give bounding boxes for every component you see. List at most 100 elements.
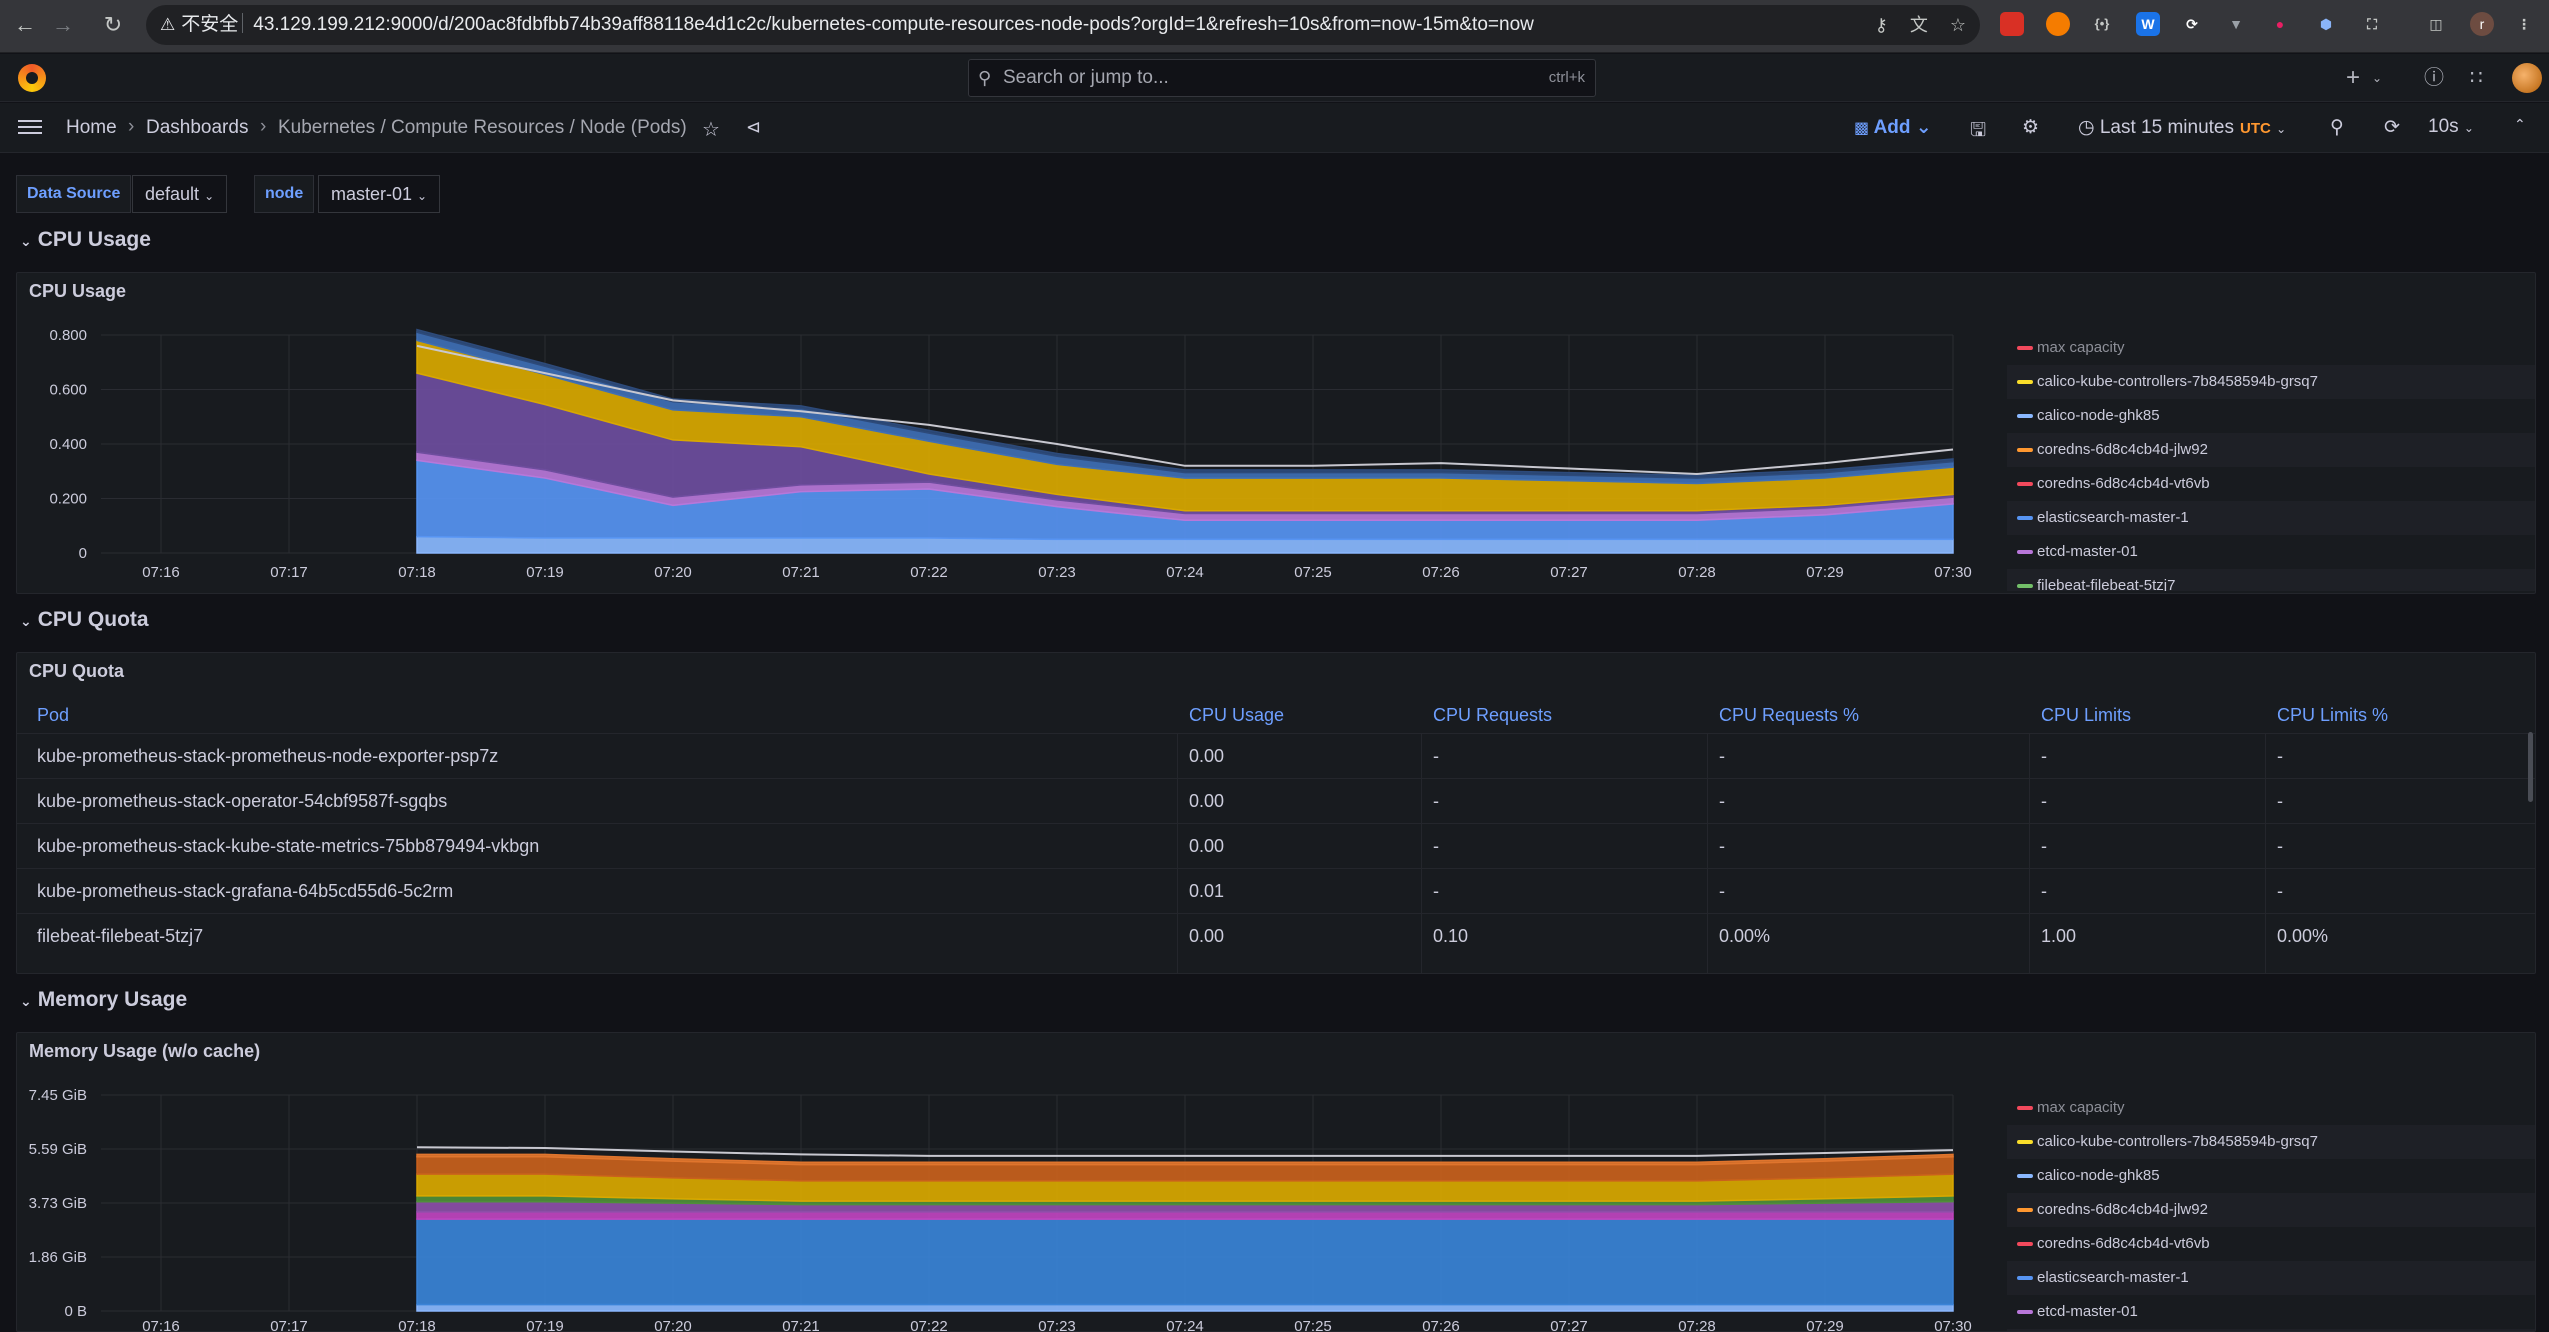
chevron-down-icon[interactable]: ⌄ [2372, 71, 2383, 85]
legend-item[interactable]: filebeat-filebeat-5tzj7 [2007, 569, 2535, 591]
extensions-icon[interactable]: ⛶ [2367, 16, 2377, 32]
legend-item[interactable]: coredns-6d8c4cb4d-jlw92 [2007, 433, 2535, 467]
legend-item[interactable]: calico-node-ghk85 [2007, 399, 2535, 433]
star-icon[interactable]: ☆ [702, 119, 720, 141]
table-cell: - [1719, 791, 1725, 811]
menu-toggle-icon[interactable] [18, 116, 42, 136]
x-tick-label: 07:27 [1550, 564, 1588, 581]
column-header[interactable]: CPU Usage [1189, 705, 1285, 725]
search-input[interactable]: ⚲ Search or jump to... ctrl+k [968, 59, 1596, 97]
chevron-down-icon: ⌄ [20, 993, 32, 1009]
sidebar-icon[interactable]: ◫ [2429, 16, 2443, 32]
legend-swatch [2017, 1174, 2033, 1178]
extension-red-icon[interactable] [2000, 12, 2024, 36]
breadcrumb-home[interactable]: Home [66, 117, 117, 138]
table-cell: - [1719, 746, 1725, 766]
x-tick-label: 07:27 [1550, 1318, 1588, 1332]
grafana-logo-icon[interactable] [18, 64, 46, 92]
grafana-topbar: ⚲ Search or jump to... ctrl+k + ⌄ ⓘ ∷ [0, 54, 2549, 102]
extension-sync-icon[interactable]: ⟳ [2186, 16, 2198, 32]
legend-item[interactable]: max capacity [2007, 331, 2535, 365]
help-icon[interactable]: ⓘ [2424, 67, 2444, 89]
row-cpu-usage[interactable]: ⌄ CPU Usage [20, 228, 151, 252]
news-icon[interactable]: ∷ [2470, 67, 2483, 89]
legend-item[interactable]: calico-kube-controllers-7b8458594b-grsq7 [2007, 365, 2535, 399]
series-area [416, 1218, 1954, 1306]
legend-item[interactable]: etcd-master-01 [2007, 1295, 2535, 1329]
column-header[interactable]: CPU Requests [1433, 705, 1553, 725]
legend-item[interactable]: calico-node-ghk85 [2007, 1159, 2535, 1193]
column-header[interactable]: Pod [37, 705, 70, 725]
x-tick-label: 07:17 [270, 1318, 308, 1332]
y-tick-label: 0.400 [49, 436, 87, 453]
legend-item[interactable]: max capacity [2007, 1091, 2535, 1125]
star-icon[interactable]: ☆ [1949, 15, 1966, 35]
table-cell: - [1433, 836, 1439, 856]
add-button[interactable]: ▩ Add ⌄ [1854, 117, 1932, 138]
legend-item[interactable]: coredns-6d8c4cb4d-jlw92 [2007, 1193, 2535, 1227]
legend-item[interactable]: elasticsearch-master-1 [2007, 501, 2535, 535]
forward-icon[interactable]: → [52, 12, 74, 37]
row-memory-usage-title: Memory Usage [37, 988, 188, 1011]
refresh-icon[interactable]: ⟳ [2384, 117, 2400, 138]
refresh-interval-picker[interactable]: 10s ⌄ [2428, 116, 2474, 137]
column-header[interactable]: CPU Requests % [1719, 705, 1860, 725]
plus-icon[interactable]: + [2346, 64, 2361, 91]
legend-item[interactable]: calico-kube-controllers-7b8458594b-grsq7 [2007, 1125, 2535, 1159]
breadcrumb-dashboards[interactable]: Dashboards [146, 117, 249, 138]
cpu-usage-panel: CPU Usage 07:16 07:17 07:18 07:19 07:20 07:21… [16, 272, 2536, 594]
table-cell: - [1719, 836, 1725, 856]
legend-item[interactable]: coredns-6d8c4cb4d-vt6vb [2007, 467, 2535, 501]
y-tick-label: 3.73 GiB [29, 1195, 87, 1212]
back-icon[interactable]: ← [14, 12, 36, 37]
x-tick-label: 07:18 [398, 1318, 436, 1332]
extension-shield-icon[interactable]: ⬢ [2319, 16, 2333, 32]
collapse-icon[interactable]: ⌃ [2514, 116, 2526, 132]
table-scrollbar[interactable] [2528, 732, 2533, 802]
cpu-usage-legend: max capacity calico-kube-controllers-7b84… [2007, 331, 2535, 591]
row-cpu-quota[interactable]: ⌄ CPU Quota [20, 608, 149, 632]
cpu-quota-panel: CPU Quota Pod CPU Usage CPU Requests CPU Re… [16, 652, 2536, 974]
extension-v-icon[interactable]: ▼ [2229, 16, 2243, 32]
memory-usage-chart[interactable]: 07:16 07:17 07:18 07:19 07:20 07:21 07:22 07:23… [17, 1033, 2007, 1332]
legend-swatch [2017, 414, 2033, 418]
column-divider [2029, 733, 2030, 973]
legend-item[interactable]: coredns-6d8c4cb4d-vt6vb [2007, 1227, 2535, 1261]
gear-icon[interactable]: ⚙ [2022, 117, 2040, 138]
zoom-out-icon[interactable]: ⚲ [2330, 117, 2344, 138]
datasource-variable-select[interactable]: default ⌄ [132, 175, 228, 213]
refresh-interval-label: 10s [2428, 116, 2459, 137]
user-avatar[interactable] [2512, 63, 2542, 93]
address-bar[interactable]: ⚠ 不安全 43.129.199.212:9000/d/200ac8fdbfbb74… [146, 5, 1980, 45]
extension-orange-icon[interactable] [2046, 12, 2070, 36]
legend-item[interactable]: etcd-master-01 [2007, 535, 2535, 569]
column-header[interactable]: CPU Limits % [2277, 705, 2389, 725]
row-memory-usage[interactable]: ⌄ Memory Usage [20, 988, 187, 1012]
y-tick-label: 0.800 [49, 327, 87, 344]
warning-icon: ⚠ [160, 15, 176, 34]
extension-code-icon[interactable]: {•} [2094, 16, 2110, 31]
node-variable-select[interactable]: master-01 ⌄ [318, 175, 441, 213]
search-placeholder: Search or jump to... [1003, 67, 1169, 88]
browser-chrome: ← → ↻ ⚠ 不安全 43.129.199.212:9000/d/200ac8fd… [0, 0, 2549, 53]
extension-w-icon[interactable]: W [2136, 12, 2160, 36]
table-cell: 1.00 [2041, 926, 2077, 946]
extension-dot-icon[interactable]: ● [2275, 16, 2285, 32]
table-cell: 0.00% [2277, 926, 2329, 946]
reload-icon[interactable]: ↻ [103, 12, 123, 37]
legend-item[interactable]: elasticsearch-master-1 [2007, 1261, 2535, 1295]
menu-icon[interactable]: ⋮ [2517, 16, 2531, 32]
key-icon[interactable]: ⚷ [1874, 15, 1888, 35]
share-icon[interactable]: ⊲ [746, 117, 762, 137]
insecure-label: 不安全 [181, 14, 239, 35]
x-tick-label: 07:24 [1166, 564, 1204, 581]
x-tick-label: 07:28 [1678, 564, 1716, 581]
save-icon[interactable]: 🖫 [1970, 120, 1987, 141]
cpu-usage-chart[interactable]: 07:16 07:17 07:18 07:19 07:20 07:21 07:22 07:23… [17, 273, 2007, 594]
time-picker[interactable]: ◷ Last 15 minutes UTC ⌄ [2078, 117, 2287, 138]
profile-avatar[interactable]: r [2470, 12, 2494, 36]
column-header[interactable]: CPU Limits [2041, 705, 2132, 725]
translate-icon[interactable]: 文 [1909, 15, 1928, 35]
table-row: kube-prometheus-stack-kube-state-metrics… [17, 823, 2535, 868]
memory-usage-legend: max capacity calico-kube-controllers-7b84… [2007, 1091, 2535, 1331]
